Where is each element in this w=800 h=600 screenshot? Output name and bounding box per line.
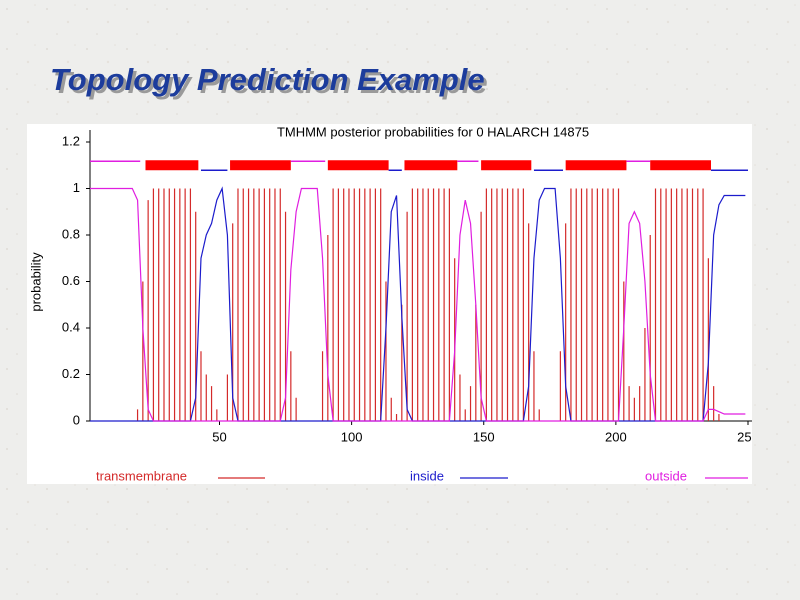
topology-tm <box>230 160 291 171</box>
x-tick-label: 150 <box>473 429 495 444</box>
x-tick-label: 100 <box>341 429 363 444</box>
y-tick-label: 1 <box>73 180 80 195</box>
legend-label: outside <box>645 468 687 483</box>
chart-title: TMHMM posterior probabilities for 0 HALA… <box>277 124 589 139</box>
y-tick-label: 1.2 <box>62 133 80 148</box>
y-tick-label: 0.6 <box>62 273 80 288</box>
x-tick-label: 200 <box>605 429 627 444</box>
legend-label: transmembrane <box>96 468 187 483</box>
y-tick-label: 0.4 <box>62 319 80 334</box>
y-tick-label: 0.8 <box>62 226 80 241</box>
slide-title: Topology Prediction Example <box>50 62 485 97</box>
slide-title-shadow: Topology Prediction Example <box>53 65 488 100</box>
x-tick-label: 250 <box>737 429 759 444</box>
x-tick-label: 50 <box>212 429 226 444</box>
topology-tm <box>650 160 712 171</box>
topology-tm <box>565 160 627 171</box>
y-axis-label: probability <box>28 252 43 312</box>
prob-line <box>90 187 746 422</box>
topology-tm <box>145 160 199 171</box>
topology-tm <box>481 160 532 171</box>
y-tick-label: 0.2 <box>62 366 80 381</box>
y-tick-label: 0 <box>73 412 80 427</box>
topology-tm <box>327 160 389 171</box>
legend-label: inside <box>410 468 444 483</box>
chart-background <box>27 124 752 484</box>
topology-tm <box>404 160 458 171</box>
chart-panel: TMHMM posterior probabilities for 0 HALA… <box>27 124 759 484</box>
